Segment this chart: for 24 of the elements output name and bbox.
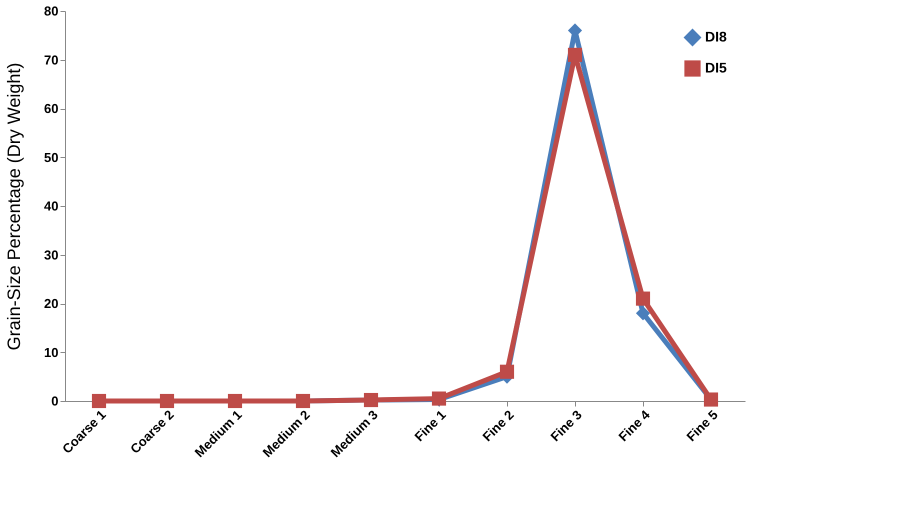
y-tick-label: 80 <box>44 4 58 18</box>
y-tick-label: 40 <box>44 198 58 214</box>
x-tick-label: Fine 4 <box>616 406 654 444</box>
point <box>228 394 242 408</box>
y-tick-label: 0 <box>51 394 58 408</box>
point <box>568 48 582 62</box>
y-tick-label: 50 <box>44 150 58 165</box>
y-tick-label: 20 <box>44 296 58 311</box>
point <box>636 306 650 320</box>
point <box>636 292 650 306</box>
point <box>160 394 174 408</box>
y-tick-label: 70 <box>44 52 58 68</box>
x-tick-label: Fine 1 <box>412 407 449 444</box>
point <box>500 364 514 379</box>
x-tick-label: Fine 5 <box>684 407 721 444</box>
y-tick-label: 60 <box>44 101 58 116</box>
x-tick-label: Fine 2 <box>480 407 517 444</box>
legend-label: DI8 <box>705 28 727 44</box>
y-tick-label: 30 <box>44 247 58 262</box>
y-axis-title: Grain-Size Percentage (Dry Weight) <box>4 62 24 350</box>
y-tick-label: 10 <box>44 344 58 360</box>
legend-label: DI5 <box>705 60 727 76</box>
point <box>92 394 106 408</box>
x-tick-label: Fine 3 <box>548 407 585 444</box>
